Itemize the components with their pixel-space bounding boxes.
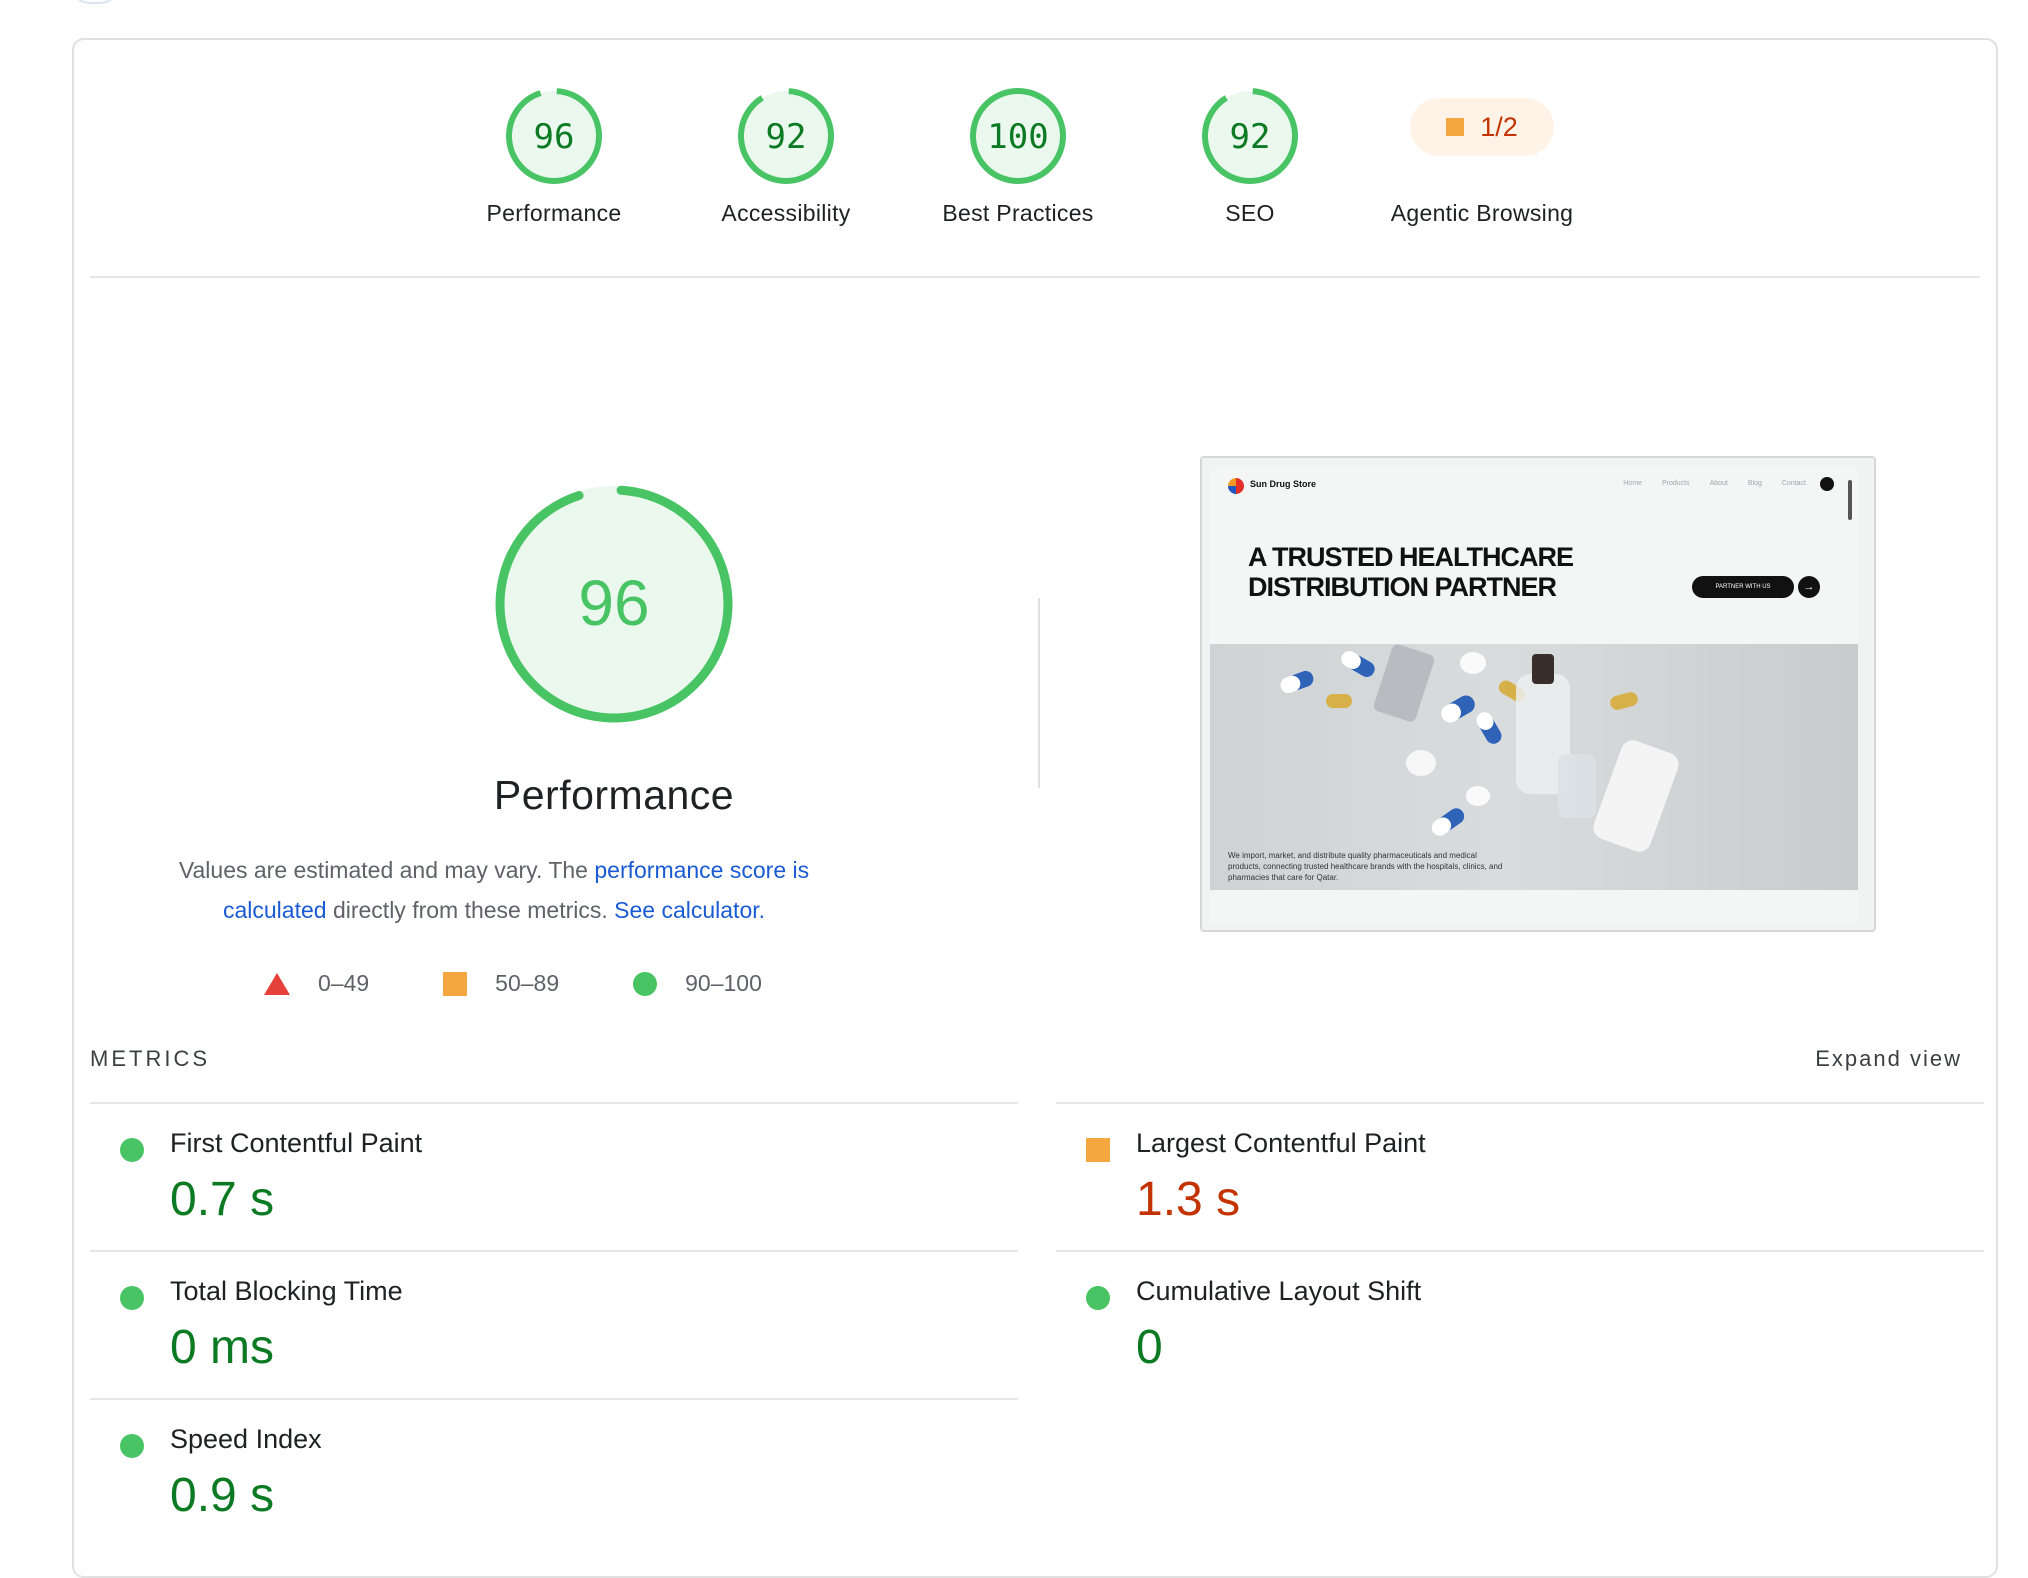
score-gauges: 96 Performance 92 Accessibility 100 Best…	[74, 40, 1996, 280]
screenshot-caption: We import, market, and distribute qualit…	[1228, 851, 1503, 882]
nav-link: Contact	[1781, 480, 1806, 487]
metric-name: Cumulative Layout Shift	[1136, 1276, 1422, 1306]
gauge-score: 92	[1230, 117, 1271, 157]
legend-average: 50–89	[443, 970, 559, 997]
see-calculator-link[interactable]: See calculator.	[614, 897, 766, 923]
screenshot-hero: A TRUSTED HEALTHCARE DISTRIBUTION PARTNE…	[1248, 542, 1574, 602]
performance-description: Values are estimated and may vary. The p…	[174, 850, 814, 930]
nav-link: About	[1709, 480, 1728, 487]
metric-lcp[interactable]: Largest Contentful Paint 1.3 s	[1056, 1102, 1984, 1252]
pass-circle-icon	[1086, 1286, 1110, 1310]
gauge-score: 92	[766, 117, 807, 157]
performance-score: 96	[578, 567, 649, 639]
score-calculation-link[interactable]: performance score is calculated	[222, 857, 810, 923]
nav-link: Products	[1661, 480, 1690, 487]
gauge-score: 100	[987, 117, 1048, 157]
gauge-agentic-browsing[interactable]: 1/2 Agentic Browsing	[1372, 86, 1592, 227]
performance-title: Performance	[493, 772, 735, 818]
pass-circle-icon	[120, 1286, 144, 1310]
metric-name: First Contentful Paint	[170, 1128, 423, 1158]
theme-toggle-icon	[1820, 477, 1834, 491]
gauge-label: Accessibility	[721, 200, 851, 226]
screenshot-cta: PARTNER WITH US	[1692, 576, 1794, 598]
pass-circle-icon	[633, 971, 658, 996]
gauge-ring: 100	[970, 88, 1066, 184]
arrow-right-icon: →	[1798, 576, 1820, 598]
gauge-best-practices[interactable]: 100 Best Practices	[908, 86, 1128, 227]
metric-name: Largest Contentful Paint	[1136, 1128, 1426, 1158]
gauge-label: Best Practices	[942, 200, 1094, 226]
pills-photo	[1210, 642, 1858, 890]
gauge-label: Performance	[486, 200, 622, 226]
average-square-icon	[443, 971, 468, 996]
legend-fail: 0–49	[264, 970, 369, 997]
gauge-performance[interactable]: 96 Performance	[444, 86, 664, 227]
gauge-accessibility[interactable]: 92 Accessibility	[676, 86, 896, 227]
top-scroll-indicator	[70, 0, 120, 4]
gauge-ring: 92	[1202, 88, 1298, 184]
desc-text: Values are estimated and may vary. The	[178, 857, 595, 883]
average-square-icon	[1446, 118, 1465, 136]
gauge-label: SEO	[1225, 200, 1275, 226]
pass-circle-icon	[120, 1138, 144, 1162]
performance-gauge: 96	[495, 485, 733, 723]
lighthouse-report-card: 96 Performance 92 Accessibility 100 Best…	[72, 38, 1998, 1578]
desc-text: directly from these metrics.	[326, 897, 615, 923]
metric-value: 0	[1136, 1321, 1163, 1374]
screenshot-page: Sun Drug Store Home Products About Blog …	[1210, 466, 1858, 924]
screenshot-nav-links: Home Products About Blog Contact	[1623, 480, 1806, 487]
metric-si[interactable]: Speed Index 0.9 s	[90, 1398, 1018, 1548]
final-screenshot[interactable]: Sun Drug Store Home Products About Blog …	[1200, 456, 1876, 932]
metric-name: Speed Index	[170, 1424, 322, 1454]
gauge-seo[interactable]: 92 SEO	[1140, 86, 1360, 227]
metric-value: 1.3 s	[1136, 1173, 1241, 1226]
nav-link: Blog	[1747, 480, 1762, 487]
gauge-ring: 92	[738, 88, 834, 184]
fail-triangle-icon	[264, 972, 290, 995]
pass-circle-icon	[120, 1434, 144, 1458]
metric-value: 0.9 s	[170, 1469, 275, 1522]
metric-value: 0 ms	[170, 1321, 275, 1374]
gauge-ring: 96	[506, 88, 602, 184]
nav-link: Home	[1623, 480, 1642, 487]
sun-logo-icon	[1228, 478, 1244, 494]
expand-view-button[interactable]: Expand view	[1815, 1046, 1962, 1071]
metric-value: 0.7 s	[170, 1173, 275, 1226]
metric-fcp[interactable]: First Contentful Paint 0.7 s	[90, 1102, 1018, 1252]
agentic-score: 1/2	[1480, 111, 1518, 142]
performance-summary: 96 Performance	[414, 480, 814, 819]
average-square-icon	[1086, 1138, 1110, 1162]
legend-pass: 90–100	[633, 970, 762, 997]
screenshot-scrollbar	[1848, 480, 1852, 520]
metrics-header: METRICS	[90, 1046, 210, 1071]
screenshot-brand: Sun Drug Store	[1250, 479, 1317, 489]
agentic-score-pill: 1/2	[1410, 98, 1554, 156]
score-legend: 0–49 50–89 90–100	[264, 970, 836, 997]
metric-cls[interactable]: Cumulative Layout Shift 0	[1056, 1250, 1984, 1400]
metric-tbt[interactable]: Total Blocking Time 0 ms	[90, 1250, 1018, 1400]
gauge-divider	[90, 276, 1980, 278]
gauge-label: Agentic Browsing	[1390, 200, 1574, 226]
screenshot-nav: Sun Drug Store Home Products About Blog …	[1210, 466, 1858, 496]
metric-name: Total Blocking Time	[170, 1276, 403, 1306]
gauge-score: 96	[534, 117, 575, 157]
vertical-separator	[1038, 598, 1040, 788]
